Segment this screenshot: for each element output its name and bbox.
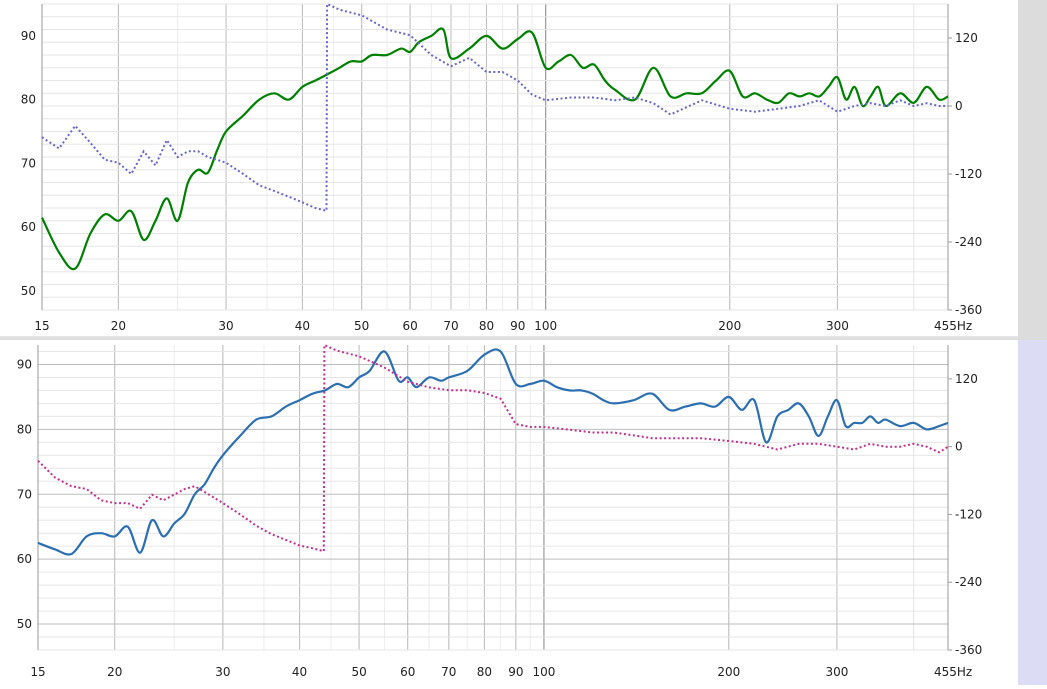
x-tick-label: 70: [443, 319, 458, 333]
y-axis-right: 120 0 -120 -240 -360: [948, 31, 982, 317]
y-tick-label-left: 60: [17, 552, 32, 566]
grid: [37, 345, 949, 651]
y-tick-label-right: -240: [955, 575, 982, 589]
y-tick-label-right: 0: [955, 440, 963, 454]
x-tick-label: 100: [532, 665, 555, 679]
y-tick-label-left: 80: [21, 93, 36, 107]
phase-line: [37, 343, 949, 553]
y-tick-label-right: -360: [955, 643, 982, 657]
y-tick-label-right: 120: [955, 372, 978, 386]
x-tick-label: 455Hz: [934, 665, 972, 679]
y-axis-right: 120 0 -120 -240 -360: [948, 372, 982, 657]
y-tick-label-left: 70: [21, 156, 36, 170]
x-tick-label: 20: [111, 319, 126, 333]
x-tick-label: 90: [508, 665, 523, 679]
y-tick-label-right: 120: [955, 31, 978, 45]
magnitude-line: [37, 348, 949, 556]
y-tick-label-right: -120: [955, 507, 982, 521]
y-tick-label-right: 0: [955, 99, 963, 113]
x-tick-label: 60: [400, 665, 415, 679]
x-tick-label: 30: [215, 665, 230, 679]
y-tick-label-left: 90: [21, 29, 36, 43]
x-tick-label: 15: [34, 319, 49, 333]
x-tick-label: 300: [825, 665, 848, 679]
x-tick-label: 40: [292, 665, 307, 679]
x-tick-label: 200: [717, 665, 740, 679]
scrollbar-bottom[interactable]: [1018, 340, 1047, 685]
x-tick-label: 60: [402, 319, 417, 333]
y-tick-label-left: 60: [21, 220, 36, 234]
phase-line: [41, 2, 948, 213]
x-tick-label: 50: [351, 665, 366, 679]
x-tick-label: 20: [107, 665, 122, 679]
x-tick-label: 100: [534, 319, 557, 333]
x-tick-label: 15: [30, 665, 45, 679]
y-tick-label-left: 80: [17, 422, 32, 436]
y-tick-label-left: 70: [17, 487, 32, 501]
magnitude-line: [41, 27, 949, 271]
y-tick-label-right: -240: [955, 235, 982, 249]
y-axis-left: 90 80 70 60 50: [21, 29, 36, 298]
x-tick-label: 70: [441, 665, 456, 679]
y-tick-label-right: -360: [955, 303, 982, 317]
scrollbar-top[interactable]: [1018, 0, 1047, 340]
x-tick-label: 50: [354, 319, 369, 333]
x-tick-label: 80: [479, 319, 494, 333]
chart-panel-top: 15 20 30 40 50 60 70 80 90 100 200 300 455Hz 90 80 70 60…: [0, 0, 1018, 338]
y-tick-label-left: 50: [21, 284, 36, 298]
x-tick-label: 40: [295, 319, 310, 333]
x-tick-label: 30: [218, 319, 233, 333]
x-axis: 15 20 30 40 50 60 70 80 90 100 200 300 455Hz: [30, 665, 972, 679]
frequency-response-chart-bottom: 15 20 30 40 50 60 70 80 90 100 200 300 455Hz 90 80 70 60…: [17, 343, 982, 679]
grid: [41, 3, 949, 311]
panel-splitter[interactable]: [0, 336, 1018, 342]
x-tick-label: 300: [826, 319, 849, 333]
frequency-response-chart-top: 15 20 30 40 50 60 70 80 90 100 200 300 455Hz 90 80 70 60…: [21, 2, 982, 333]
x-axis: 15 20 30 40 50 60 70 80 90 100 200 300 455Hz: [34, 319, 972, 333]
y-tick-label-left: 50: [17, 617, 32, 631]
y-tick-label-right: -120: [955, 167, 982, 181]
y-tick-label-left: 90: [17, 357, 32, 371]
y-axis-left: 90 80 70 60 50: [17, 357, 32, 631]
x-tick-label: 80: [477, 665, 492, 679]
x-tick-label: 200: [718, 319, 741, 333]
x-tick-label: 90: [510, 319, 525, 333]
chart-panel-bottom: 15 20 30 40 50 60 70 80 90 100 200 300 455Hz 90 80 70 60…: [0, 340, 1018, 685]
x-tick-label: 455Hz: [934, 319, 972, 333]
